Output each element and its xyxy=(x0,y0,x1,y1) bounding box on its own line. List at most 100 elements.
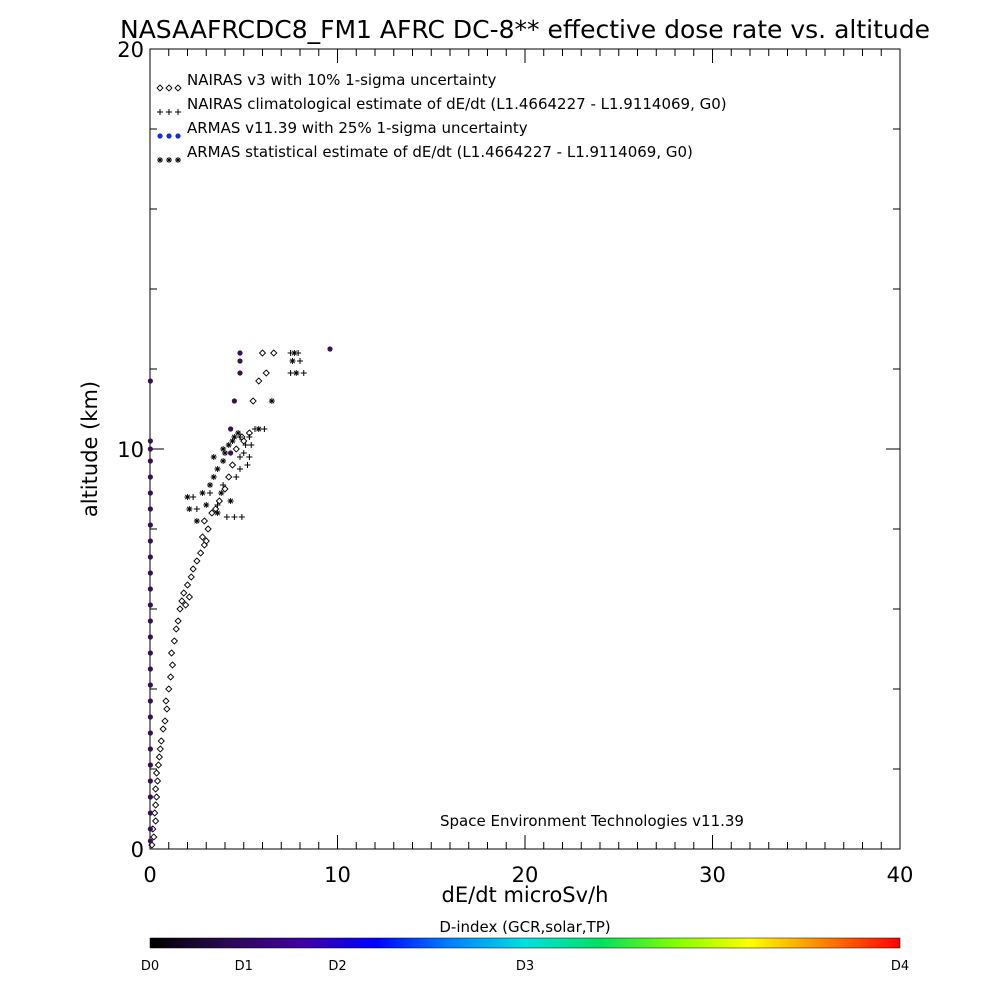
armas-point xyxy=(147,682,153,688)
nairas-v3-point xyxy=(162,697,170,705)
nairas-v3-point xyxy=(148,841,156,849)
nairas-v3-point xyxy=(153,777,162,785)
y-tick-label: 20 xyxy=(117,38,144,62)
plot-frame xyxy=(149,48,901,850)
colorbar-title: D-index (GCR,solar,TP) xyxy=(439,918,610,936)
x-axis-label: dE/dt microSv/h xyxy=(442,883,609,907)
nairas-v3-point xyxy=(167,649,176,657)
armas-point xyxy=(147,522,153,528)
nairas-v3-point xyxy=(151,785,160,793)
nairas-v3-point xyxy=(193,557,201,565)
nairas-v3-point xyxy=(166,673,175,681)
armas-point xyxy=(147,506,153,512)
nairas-climatological-point xyxy=(238,514,245,520)
armas-point xyxy=(147,810,153,816)
nairas-v3-point xyxy=(183,581,192,589)
nairas-climatological-point xyxy=(246,454,253,460)
nairas-v3-point xyxy=(163,705,171,713)
x-tick-label: 30 xyxy=(699,863,726,887)
armas-point xyxy=(147,794,153,800)
colorbar-label: D0 xyxy=(141,959,159,974)
nairas-climatological-point xyxy=(233,474,240,480)
armas-statistical-point xyxy=(220,446,227,452)
armas-statistical-point xyxy=(227,498,234,504)
nairas-v3-point xyxy=(156,745,164,753)
nairas-climatological-point xyxy=(287,370,294,376)
armas-point xyxy=(147,826,153,832)
colorbar xyxy=(149,937,901,949)
armas-statistical-point xyxy=(220,458,227,464)
armas-point xyxy=(147,762,153,768)
data-points xyxy=(147,346,333,849)
legend-label: ARMAS statistical estimate of dE/dt (L1.… xyxy=(187,143,693,161)
armas-point xyxy=(147,634,153,640)
armas-point xyxy=(147,438,153,444)
nairas-v3-point xyxy=(159,725,167,733)
legend-marker xyxy=(166,157,172,163)
armas-statistical-point xyxy=(255,426,262,432)
nairas-v3-point xyxy=(198,533,207,541)
armas-statistical-point xyxy=(289,358,296,364)
armas-statistical-point xyxy=(222,450,228,456)
nairas-climatological-point xyxy=(240,450,247,456)
armas-point xyxy=(147,538,153,544)
nairas-v3-point xyxy=(157,737,165,745)
legend-marker xyxy=(156,84,164,92)
nairas-v3-point xyxy=(168,661,177,669)
nairas-v3-point xyxy=(154,761,163,769)
nairas-v3-point xyxy=(204,525,212,533)
nairas-climatological-point xyxy=(231,514,238,520)
x-tick-label: 0 xyxy=(143,863,156,887)
armas-point xyxy=(147,490,153,496)
nairas-climatological-point xyxy=(220,482,227,488)
nairas-v3-point xyxy=(196,549,205,557)
armas-point xyxy=(237,358,243,364)
nairas-v3-point xyxy=(232,445,240,453)
armas-statistical-point xyxy=(235,430,242,436)
legend-marker xyxy=(157,133,163,139)
nairas-v3-point xyxy=(189,565,197,573)
colorbar-label: D1 xyxy=(235,959,253,974)
nairas-v3-point xyxy=(170,637,179,645)
armas-point xyxy=(147,446,153,452)
nairas-climatological-point xyxy=(300,370,307,376)
armas-point xyxy=(147,838,153,844)
legend-label: NAIRAS climatological estimate of dE/dt … xyxy=(187,95,727,113)
armas-statistical-point xyxy=(268,398,275,404)
legend-marker xyxy=(175,157,181,163)
nairas-v3-point xyxy=(178,597,186,605)
nairas-climatological-point xyxy=(214,502,221,508)
legend: NAIRAS v3 with 10% 1-sigma uncertainty NA… xyxy=(156,71,727,163)
armas-point xyxy=(231,398,237,404)
armas-point xyxy=(147,458,153,464)
armas-statistical-point xyxy=(291,350,298,356)
nairas-v3-point xyxy=(165,685,173,693)
nairas-climatological-point xyxy=(244,462,251,468)
nairas-v3-point xyxy=(176,605,184,613)
armas-point xyxy=(147,586,153,592)
chart-title: NASAAFRCDC8_FM1 AFRC DC-8** effective do… xyxy=(120,15,930,44)
nairas-v3-point xyxy=(187,573,195,581)
armas-point xyxy=(147,650,153,656)
armas-statistical-point xyxy=(214,466,221,472)
legend-marker xyxy=(166,109,172,115)
colorbar-label: D3 xyxy=(516,959,534,974)
armas-point xyxy=(237,370,243,376)
armas-statistical-point xyxy=(231,434,238,440)
legend-label: NAIRAS v3 with 10% 1-sigma uncertainty xyxy=(187,71,496,89)
x-tick-label: 10 xyxy=(324,863,351,887)
nairas-v3-point xyxy=(155,753,164,761)
nairas-v3-point xyxy=(151,817,160,825)
nairas-v3-point xyxy=(181,601,190,609)
legend-marker xyxy=(174,84,182,92)
nairas-v3-point xyxy=(228,461,237,469)
nairas-v3-point xyxy=(202,537,210,545)
nairas-v3-point xyxy=(151,801,160,809)
armas-point xyxy=(147,378,153,384)
nairas-climatological-point xyxy=(237,454,243,460)
armas-statistical-point xyxy=(184,494,191,500)
colorbar-label: D2 xyxy=(328,959,346,974)
plot-axes xyxy=(149,48,901,850)
armas-point xyxy=(147,730,153,736)
y-tick-label: 10 xyxy=(117,438,144,462)
